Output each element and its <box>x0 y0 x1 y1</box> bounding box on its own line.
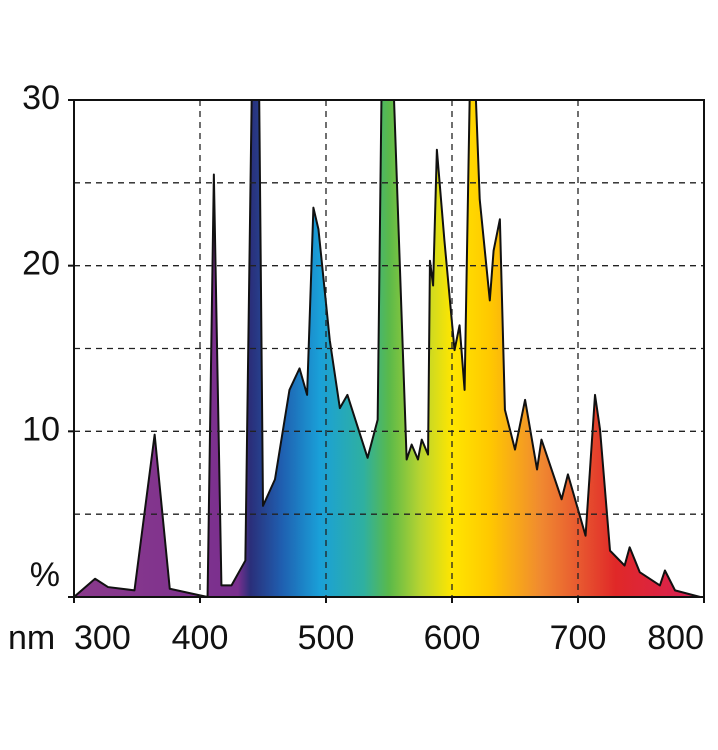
x-tick-label: 400 <box>172 619 229 657</box>
x-tick-label: 600 <box>424 619 481 657</box>
spectrum-area <box>74 100 704 597</box>
x-tick-label: 300 <box>74 619 131 657</box>
x-tick-label: 800 <box>647 619 704 657</box>
plot-border <box>73 99 705 598</box>
y-tick-label: 20 <box>22 245 60 283</box>
y-tick-label: % <box>30 556 60 594</box>
x-tick-label: 500 <box>298 619 355 657</box>
x-axis-label: nm <box>8 619 55 657</box>
y-tick-label: 30 <box>22 79 60 117</box>
x-tick-label: 700 <box>550 619 607 657</box>
y-tick-label: 10 <box>22 410 60 448</box>
